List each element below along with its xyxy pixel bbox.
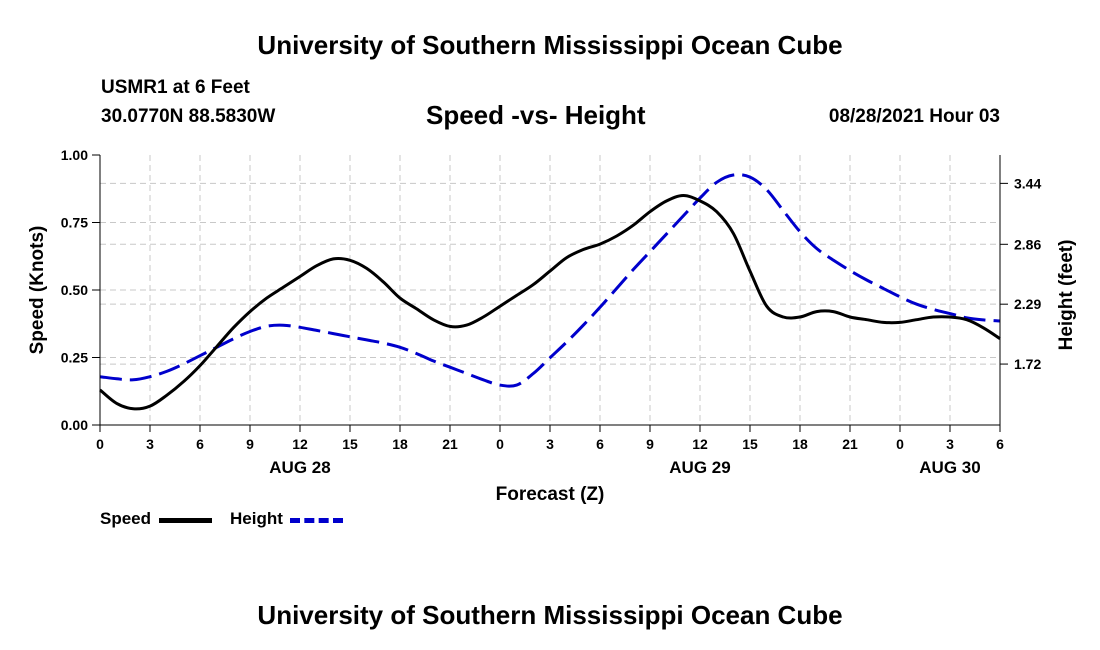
chart-title: Speed -vs- Height — [426, 100, 646, 130]
coordinates-label: 30.0770N 88.5830W — [101, 106, 276, 127]
legend-speed-swatch — [159, 518, 212, 523]
axes-layer — [92, 154, 1008, 432]
y-axis-title: Speed (Knots) — [27, 226, 48, 355]
x-tick-label: 0 — [496, 436, 504, 452]
speed-series-line — [99, 194, 1001, 411]
footer-institution-title: University of Southern Mississippi Ocean… — [257, 600, 843, 630]
x-tick-label: 0 — [896, 436, 904, 452]
x-tick-label: 6 — [996, 436, 1004, 452]
institution-title: University of Southern Mississippi Ocean… — [257, 30, 843, 60]
height-series-layer — [99, 173, 1001, 388]
legend-height-swatch — [290, 518, 343, 523]
legend-speed-label: Speed — [100, 509, 152, 528]
height-series-line — [99, 173, 1001, 388]
y2-tick-label: 1.72 — [1014, 356, 1041, 372]
x-tick-label: 3 — [146, 436, 154, 452]
x-tick-label: 9 — [646, 436, 654, 452]
x-tick-label: 6 — [596, 436, 604, 452]
y-tick-label: 0.25 — [61, 350, 88, 366]
grid-layer — [100, 155, 1000, 425]
y-tick-label: 1.00 — [61, 147, 88, 163]
x-tick-label: 21 — [842, 436, 858, 452]
date-label: AUG 28 — [269, 458, 330, 477]
y2-axis-title: Height (feet) — [1056, 240, 1077, 351]
x-tick-label: 9 — [246, 436, 254, 452]
x-tick-label: 12 — [692, 436, 708, 452]
y-tick-label: 0.75 — [61, 215, 88, 231]
x-tick-label: 3 — [546, 436, 554, 452]
x-tick-label: 12 — [292, 436, 308, 452]
y-tick-label: 0.50 — [61, 282, 88, 298]
x-tick-label: 3 — [946, 436, 954, 452]
y2-tick-label: 2.86 — [1014, 236, 1041, 252]
y2-tick-label: 2.29 — [1014, 296, 1041, 312]
date-label: AUG 30 — [919, 458, 980, 477]
x-tick-label: 6 — [196, 436, 204, 452]
x-tick-label: 15 — [342, 436, 358, 452]
station-label: USMR1 at 6 Feet — [101, 77, 250, 98]
x-tick-label: 21 — [442, 436, 458, 452]
legend-height-label: Height — [230, 509, 283, 528]
x-tick-label: 15 — [742, 436, 758, 452]
y2-tick-label: 3.44 — [1014, 175, 1041, 191]
date-hour-label: 08/28/2021 Hour 03 — [828, 106, 1000, 127]
x-tick-label: 18 — [392, 436, 408, 452]
x-tick-label: 0 — [96, 436, 104, 452]
y-tick-label: 0.00 — [61, 417, 88, 433]
tick-labels-layer: 0 3 6 9 12 15 18 21 0 3 6 9 12 15 18 21 0 3 6 AUG 28 AUG 29 A… — [27, 147, 1077, 505]
x-axis-title: Forecast (Z) — [496, 484, 605, 505]
speed-series-layer — [99, 194, 1001, 411]
x-tick-label: 18 — [792, 436, 808, 452]
date-label: AUG 29 — [669, 458, 730, 477]
